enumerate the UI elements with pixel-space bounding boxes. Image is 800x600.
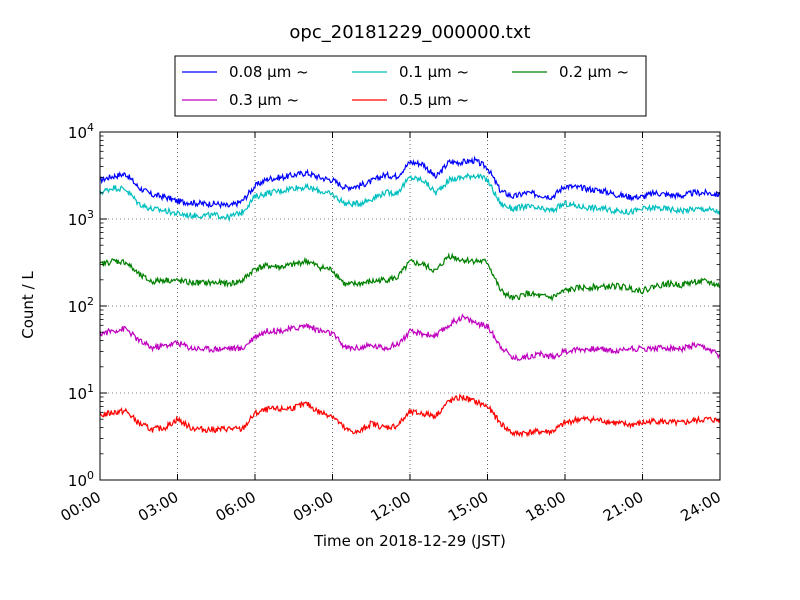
- series-line: [99, 155, 721, 210]
- legend-label: 0.2 μm ~: [559, 63, 629, 81]
- y-tick-label: 103: [68, 208, 94, 229]
- series-line: [99, 393, 721, 438]
- legend: 0.08 μm ~ 0.1 μm ~ 0.2 μm ~ 0.3 μm ~ 0.5 μm …: [174, 55, 647, 117]
- legend-label: 0.1 μm ~: [399, 63, 469, 81]
- series-line: [99, 313, 721, 362]
- chart-title: opc_20181229_000000.txt: [289, 22, 530, 43]
- y-tick-label: 101: [68, 382, 94, 403]
- x-tick-label: 18:00: [523, 488, 569, 525]
- y-tick-label: 102: [68, 295, 94, 316]
- x-tick-label: 21:00: [600, 488, 646, 525]
- x-tick-label: 12:00: [368, 488, 414, 525]
- x-tick-label: 15:00: [445, 488, 491, 525]
- legend-label: 0.3 μm ~: [229, 91, 299, 109]
- y-tick-label: 104: [68, 121, 94, 142]
- y-axis-label: Count / L: [19, 271, 37, 339]
- x-tick-label: 00:00: [58, 488, 104, 525]
- axis-ticks: 00:00 03:00 06:00 09:00 12:00 15:00 18:00 21:00…: [58, 121, 724, 525]
- legend-label: 0.08 μm ~: [229, 63, 309, 81]
- series-line: [99, 172, 721, 223]
- series-line: [99, 252, 721, 302]
- legend-box: [174, 55, 647, 117]
- x-axis-label: Time on 2018-12-29 (JST): [313, 532, 506, 550]
- series-layer: [99, 155, 721, 438]
- x-tick-label: 06:00: [213, 488, 259, 525]
- legend-label: 0.5 μm ~: [399, 91, 469, 109]
- y-tick-label: 100: [68, 469, 94, 490]
- x-tick-label: 24:00: [678, 488, 724, 525]
- x-tick-label: 03:00: [135, 488, 181, 525]
- gridlines: [100, 132, 720, 480]
- x-tick-label: 09:00: [290, 488, 336, 525]
